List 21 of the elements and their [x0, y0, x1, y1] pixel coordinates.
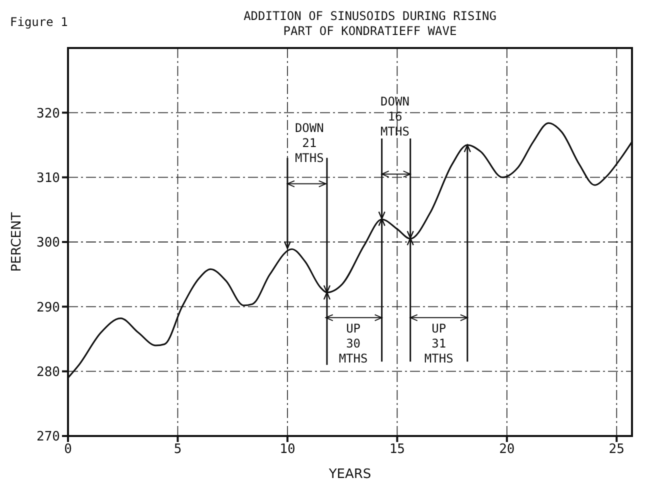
annotation: DOWN 16 MTHS: [380, 94, 410, 139]
x-tick-label: 25: [608, 442, 624, 458]
x-tick-label: 15: [389, 442, 406, 458]
annotation: DOWN 21 MTHS: [294, 121, 324, 166]
y-tick-label: 300: [36, 236, 60, 251]
y-tick-label: 280: [36, 364, 60, 380]
x-axis-title: YEARS: [328, 467, 372, 482]
y-tick-label: 310: [36, 170, 60, 186]
x-tick-label: 5: [174, 442, 182, 458]
y-tick-label: 270: [36, 430, 60, 445]
x-tick-label: 10: [280, 442, 296, 458]
x-tick-label: 20: [499, 442, 515, 458]
line-series: [68, 122, 632, 379]
y-tick-label: 320: [36, 106, 60, 122]
annotation: UP 31 MTHS: [424, 322, 454, 366]
y-tick-label: 290: [36, 300, 60, 316]
caption: Figure 1: [10, 15, 68, 29]
chart-title: ADDITION OF SINUSOIDS DURING RISING PART OF KONDRATIEFF WAVE: [244, 9, 496, 38]
y-axis-title: PERCENT: [10, 212, 25, 272]
annotation: UP 30 MTHS: [338, 322, 368, 366]
x-tick-label: 0: [64, 442, 72, 458]
